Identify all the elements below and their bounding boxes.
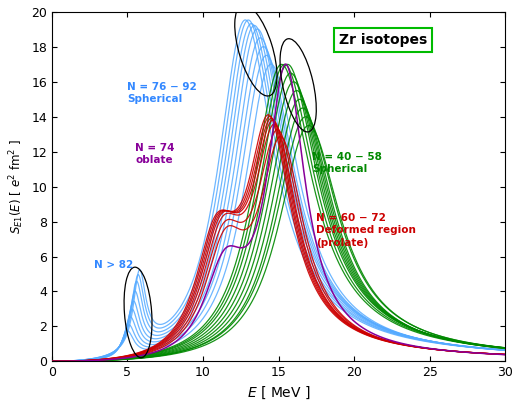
Text: N = 40 − 58
Spherical: N = 40 − 58 Spherical (312, 152, 382, 174)
Text: N = 74
oblate: N = 74 oblate (135, 143, 175, 165)
X-axis label: $\it{E}$ [ MeV ]: $\it{E}$ [ MeV ] (246, 385, 310, 401)
Y-axis label: $S_{E1}(E)\ [\ e^2\ \mathrm{fm}^2\ ]$: $S_{E1}(E)\ [\ e^2\ \mathrm{fm}^2\ ]$ (7, 139, 25, 234)
Text: N = 60 − 72
Deformed region
(prolate): N = 60 − 72 Deformed region (prolate) (316, 213, 416, 248)
Text: Zr isotopes: Zr isotopes (339, 33, 427, 47)
Text: N > 82: N > 82 (94, 260, 134, 270)
Text: N = 76 − 92
Spherical: N = 76 − 92 Spherical (127, 82, 197, 104)
